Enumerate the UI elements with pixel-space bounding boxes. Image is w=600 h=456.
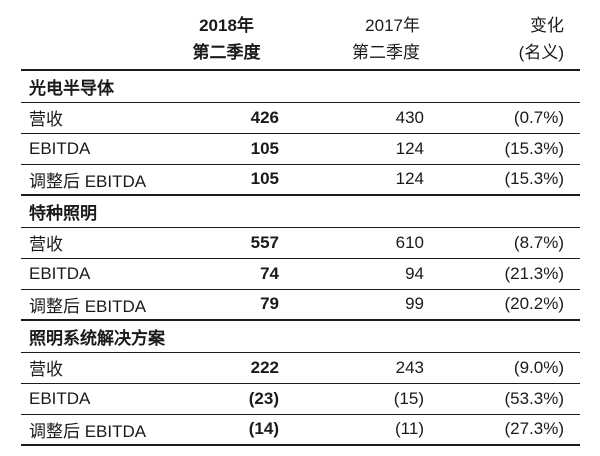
col-header-2017-q2: 2017年 第二季度 <box>279 0 424 70</box>
value-2018-q2: 105 <box>174 163 279 196</box>
metric-label: 调整后 EBITDA <box>21 413 174 446</box>
section-lighting-solutions: 照明系统解决方案 营收 222 243 (9.0%) EBITDA (23) (… <box>21 319 580 446</box>
metric-label: EBITDA <box>21 132 174 164</box>
table-row: 调整后 EBITDA (14) (11) (27.3%) <box>21 413 580 446</box>
value-2018-q2: 74 <box>174 257 279 289</box>
value-2018-q2: 105 <box>174 132 279 164</box>
col-header-change-line2: (名义) <box>518 42 564 62</box>
value-change: (9.0%) <box>424 351 580 383</box>
value-2018-q2: 426 <box>174 101 279 133</box>
value-change: (27.3%) <box>424 413 580 446</box>
col-header-change: 变化 (名义) <box>424 0 580 70</box>
section-title-opto-semiconductors: 光电半导体 <box>21 69 580 102</box>
table-header-row: 2018年 第二季度 2017年 第二季度 变化 (名义) <box>21 0 580 70</box>
value-2017-q2: 430 <box>279 101 424 133</box>
metric-label: EBITDA <box>21 382 174 414</box>
value-2017-q2: 243 <box>279 351 424 383</box>
value-2018-q2: 79 <box>174 288 279 321</box>
section-title-row: 特种照明 <box>21 194 580 227</box>
value-change: (15.3%) <box>424 132 580 164</box>
value-change: (21.3%) <box>424 257 580 289</box>
col-header-2018-line2: 第二季度 <box>192 42 261 62</box>
section-specialty-lighting: 特种照明 营收 557 610 (8.7%) EBITDA 74 94 (21.… <box>21 194 580 321</box>
col-header-2017-line2: 第二季度 <box>352 42 420 62</box>
value-change: (8.7%) <box>424 226 580 258</box>
col-header-empty <box>21 0 174 70</box>
value-2017-q2: 94 <box>279 257 424 289</box>
table-row: 营收 426 430 (0.7%) <box>21 101 580 133</box>
metric-label: 调整后 EBITDA <box>21 288 174 321</box>
value-2017-q2: 124 <box>279 132 424 164</box>
table-row: 调整后 EBITDA 79 99 (20.2%) <box>21 288 580 321</box>
metric-label: 营收 <box>21 101 174 133</box>
value-change: (20.2%) <box>424 288 580 321</box>
quarterly-financials-table: 2018年 第二季度 2017年 第二季度 变化 (名义) 光电半导体 营收 4… <box>21 0 580 446</box>
col-header-change-line1: 变化 <box>530 15 564 35</box>
metric-label: 营收 <box>21 226 174 258</box>
value-2018-q2: 222 <box>174 351 279 383</box>
table-row: 营收 557 610 (8.7%) <box>21 226 580 258</box>
value-change: (53.3%) <box>424 382 580 414</box>
table-row: EBITDA 74 94 (21.3%) <box>21 257 580 289</box>
table-row: EBITDA (23) (15) (53.3%) <box>21 382 580 414</box>
value-2017-q2: (11) <box>279 413 424 446</box>
value-change: (15.3%) <box>424 163 580 196</box>
section-title-row: 光电半导体 <box>21 69 580 102</box>
table-row: 营收 222 243 (9.0%) <box>21 351 580 383</box>
section-opto-semiconductors: 光电半导体 营收 426 430 (0.7%) EBITDA 105 124 (… <box>21 69 580 196</box>
value-change: (0.7%) <box>424 101 580 133</box>
metric-label: 调整后 EBITDA <box>21 163 174 196</box>
value-2018-q2: (14) <box>174 413 279 446</box>
section-title-row: 照明系统解决方案 <box>21 319 580 352</box>
table-row: 调整后 EBITDA 105 124 (15.3%) <box>21 163 580 196</box>
col-header-2018-line1: 2018年 <box>199 15 254 35</box>
value-2017-q2: 99 <box>279 288 424 321</box>
section-title-lighting-solutions: 照明系统解决方案 <box>21 319 580 352</box>
value-2017-q2: (15) <box>279 382 424 414</box>
section-title-specialty-lighting: 特种照明 <box>21 194 580 227</box>
table-row: EBITDA 105 124 (15.3%) <box>21 132 580 164</box>
value-2017-q2: 124 <box>279 163 424 196</box>
value-2017-q2: 610 <box>279 226 424 258</box>
col-header-2018-q2: 2018年 第二季度 <box>174 0 279 70</box>
value-2018-q2: 557 <box>174 226 279 258</box>
metric-label: 营收 <box>21 351 174 383</box>
value-2018-q2: (23) <box>174 382 279 414</box>
metric-label: EBITDA <box>21 257 174 289</box>
col-header-2017-line1: 2017年 <box>365 15 420 35</box>
